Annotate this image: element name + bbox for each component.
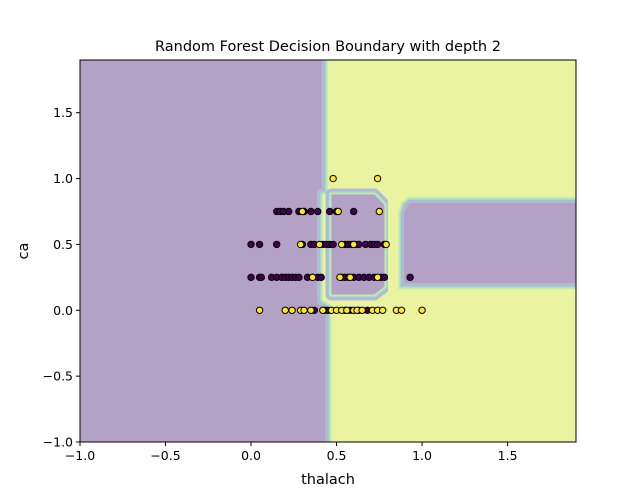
y-tick-label: 1.0 <box>53 171 73 186</box>
data-point-class-1 <box>298 207 307 216</box>
x-axis-ticks: −1.0 −0.5 0.0 0.5 1.0 1.5 <box>65 442 518 463</box>
x-tick-label: 0.0 <box>241 448 261 463</box>
y-axis-label: ca <box>16 243 32 260</box>
data-point-class-0 <box>349 207 358 216</box>
data-point-class-1 <box>329 174 337 183</box>
data-point-class-1 <box>379 306 387 314</box>
x-tick-label: 1.5 <box>498 448 518 463</box>
data-point-class-1 <box>281 306 289 314</box>
data-point-class-1 <box>358 306 366 314</box>
data-point-class-1 <box>315 240 324 249</box>
data-point-class-1 <box>373 273 382 282</box>
data-point-class-1 <box>373 174 382 183</box>
data-point-class-1 <box>288 306 296 314</box>
y-tick-label: −1.0 <box>43 435 73 450</box>
data-point-class-0 <box>380 273 389 282</box>
data-point-class-1 <box>346 273 354 282</box>
data-point-class-1 <box>307 306 315 314</box>
x-axis-label: thalach <box>301 472 355 488</box>
data-point-class-1 <box>319 306 327 314</box>
y-tick-label: −0.5 <box>43 369 73 384</box>
x-tick-label: 1.0 <box>412 448 432 463</box>
data-point-class-1 <box>334 207 342 216</box>
data-point-class-1 <box>336 273 344 282</box>
data-point-class-0 <box>317 273 325 282</box>
data-point-class-1 <box>382 240 390 249</box>
data-point-class-0 <box>257 273 265 282</box>
data-point-class-1 <box>308 273 317 282</box>
data-point-class-0 <box>307 207 315 216</box>
data-point-class-1 <box>397 306 406 314</box>
y-tick-label: 1.5 <box>53 105 73 120</box>
data-point-class-0 <box>247 273 255 282</box>
data-point-class-0 <box>314 207 322 216</box>
data-points <box>247 174 426 314</box>
data-point-class-0 <box>295 273 303 282</box>
y-tick-label: 0.0 <box>53 303 73 318</box>
y-tick-label: 0.5 <box>53 237 73 252</box>
region-class-1 <box>322 60 576 442</box>
data-point-class-0 <box>326 207 334 216</box>
data-point-class-0 <box>373 240 382 249</box>
plot-frame <box>79 59 577 443</box>
decision-regions <box>80 60 576 442</box>
data-point-class-0 <box>255 240 264 249</box>
data-point-class-0 <box>284 207 293 216</box>
data-point-class-0 <box>406 273 414 282</box>
data-point-class-1 <box>255 306 264 314</box>
y-axis-ticks: −1.0 −0.5 0.0 0.5 1.0 1.5 <box>43 105 80 450</box>
x-tick-label: 0.5 <box>327 448 347 463</box>
data-point-class-1 <box>300 306 308 314</box>
chart-title: Random Forest Decision Boundary with dep… <box>155 39 501 55</box>
data-point-class-0 <box>247 240 255 249</box>
data-point-class-1 <box>349 240 358 249</box>
data-point-class-1 <box>337 240 346 249</box>
x-tick-label: −1.0 <box>65 448 95 463</box>
data-point-class-0 <box>329 240 337 249</box>
data-point-class-1 <box>418 306 426 314</box>
region-class-1-corridor <box>387 191 397 298</box>
data-point-class-1 <box>296 240 305 249</box>
data-point-class-0 <box>272 240 281 249</box>
x-tick-label: −0.5 <box>150 448 180 463</box>
data-point-class-1 <box>375 207 384 216</box>
data-point-class-1 <box>343 306 351 314</box>
